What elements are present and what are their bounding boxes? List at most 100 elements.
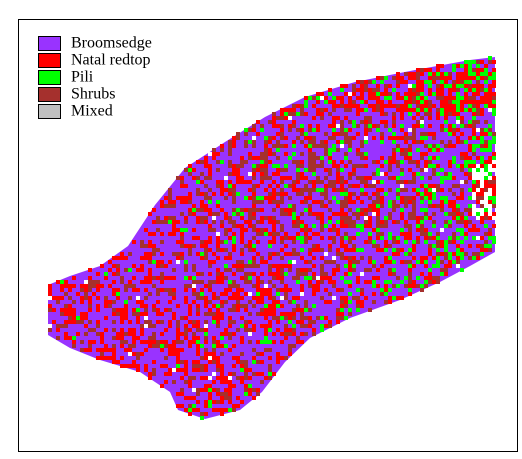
map-pixel — [244, 384, 248, 388]
map-pixel — [424, 188, 428, 192]
map-pixel — [352, 260, 356, 264]
map-pixel — [120, 364, 124, 368]
map-pixel — [376, 172, 380, 176]
map-pixel — [252, 348, 256, 352]
map-pixel — [252, 136, 256, 140]
map-pixel — [428, 252, 432, 256]
map-pixel — [488, 212, 492, 216]
map-pixel — [396, 252, 400, 256]
map-pixel — [172, 352, 176, 356]
map-pixel — [380, 292, 384, 296]
map-pixel — [176, 332, 180, 336]
map-pixel — [192, 236, 196, 240]
map-pixel — [448, 252, 452, 256]
map-pixel — [244, 160, 248, 164]
map-pixel — [116, 308, 120, 312]
map-pixel — [200, 416, 204, 420]
map-pixel — [348, 268, 352, 272]
map-pixel — [480, 84, 484, 88]
map-pixel — [408, 88, 412, 92]
map-pixel — [472, 172, 476, 176]
map-pixel — [348, 280, 352, 284]
map-pixel — [444, 80, 448, 84]
map-pixel — [476, 188, 480, 192]
map-pixel — [176, 220, 180, 224]
map-pixel — [336, 312, 340, 316]
map-pixel — [492, 68, 496, 72]
map-pixel — [108, 268, 112, 272]
map-pixel — [220, 180, 224, 184]
map-pixel — [248, 172, 252, 176]
map-pixel — [480, 108, 484, 112]
map-pixel — [424, 184, 428, 188]
map-pixel — [460, 168, 464, 172]
map-pixel — [476, 184, 480, 188]
map-pixel — [384, 224, 388, 228]
map-pixel — [384, 288, 388, 292]
map-pixel — [416, 148, 420, 152]
map-pixel — [308, 236, 312, 240]
map-pixel — [208, 272, 212, 276]
map-pixel — [368, 116, 372, 120]
map-pixel — [404, 260, 408, 264]
map-pixel — [184, 380, 188, 384]
map-pixel — [248, 340, 252, 344]
map-pixel — [436, 248, 440, 252]
map-pixel — [416, 172, 420, 176]
map-pixel — [356, 176, 360, 180]
map-pixel — [292, 344, 296, 348]
map-pixel — [376, 268, 380, 272]
map-pixel — [420, 132, 424, 136]
map-pixel — [180, 200, 184, 204]
map-pixel — [420, 284, 424, 288]
map-pixel — [184, 184, 188, 188]
map-pixel — [400, 124, 404, 128]
map-pixel — [456, 120, 460, 124]
map-pixel — [208, 176, 212, 180]
map-pixel — [400, 260, 404, 264]
map-pixel — [372, 108, 376, 112]
map-pixel — [212, 352, 216, 356]
map-pixel — [228, 252, 232, 256]
map-pixel — [352, 268, 356, 272]
map-pixel — [272, 136, 276, 140]
map-pixel — [168, 204, 172, 208]
map-pixel — [380, 92, 384, 96]
map-pixel — [156, 228, 160, 232]
map-pixel — [340, 300, 344, 304]
map-pixel — [488, 60, 492, 64]
map-pixel — [432, 76, 436, 80]
map-pixel — [352, 92, 356, 96]
map-pixel — [300, 124, 304, 128]
map-pixel — [280, 256, 284, 260]
map-pixel — [152, 284, 156, 288]
map-pixel — [272, 276, 276, 280]
map-pixel — [408, 236, 412, 240]
map-pixel — [344, 272, 348, 276]
map-pixel — [344, 216, 348, 220]
map-pixel — [324, 300, 328, 304]
map-pixel — [204, 352, 208, 356]
map-pixel — [404, 80, 408, 84]
map-pixel — [228, 216, 232, 220]
map-pixel — [272, 172, 276, 176]
map-pixel — [356, 124, 360, 128]
map-pixel — [276, 328, 280, 332]
map-pixel — [284, 184, 288, 188]
map-pixel — [484, 92, 488, 96]
map-pixel — [252, 372, 256, 376]
map-pixel — [200, 280, 204, 284]
map-pixel — [308, 308, 312, 312]
map-pixel — [456, 252, 460, 256]
map-pixel — [480, 76, 484, 80]
map-pixel — [84, 324, 88, 328]
map-pixel — [168, 260, 172, 264]
map-pixel — [376, 236, 380, 240]
map-pixel — [380, 236, 384, 240]
map-pixel — [236, 212, 240, 216]
map-pixel — [320, 200, 324, 204]
map-pixel — [440, 180, 444, 184]
map-pixel — [208, 356, 212, 360]
map-pixel — [332, 212, 336, 216]
map-pixel — [268, 120, 272, 124]
